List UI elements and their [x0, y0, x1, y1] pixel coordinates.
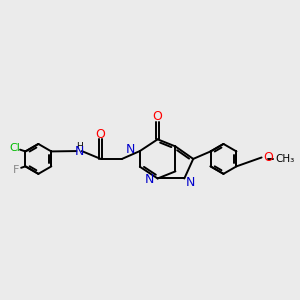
- Text: Cl: Cl: [10, 143, 20, 153]
- Text: CH₃: CH₃: [276, 154, 295, 164]
- Text: O: O: [264, 151, 274, 164]
- Text: N: N: [75, 145, 84, 158]
- Text: N: N: [126, 143, 136, 156]
- Text: F: F: [13, 165, 20, 175]
- Text: N: N: [186, 176, 196, 189]
- Text: N: N: [145, 173, 154, 186]
- Text: H: H: [76, 142, 83, 151]
- Text: O: O: [153, 110, 163, 123]
- Text: O: O: [96, 128, 106, 141]
